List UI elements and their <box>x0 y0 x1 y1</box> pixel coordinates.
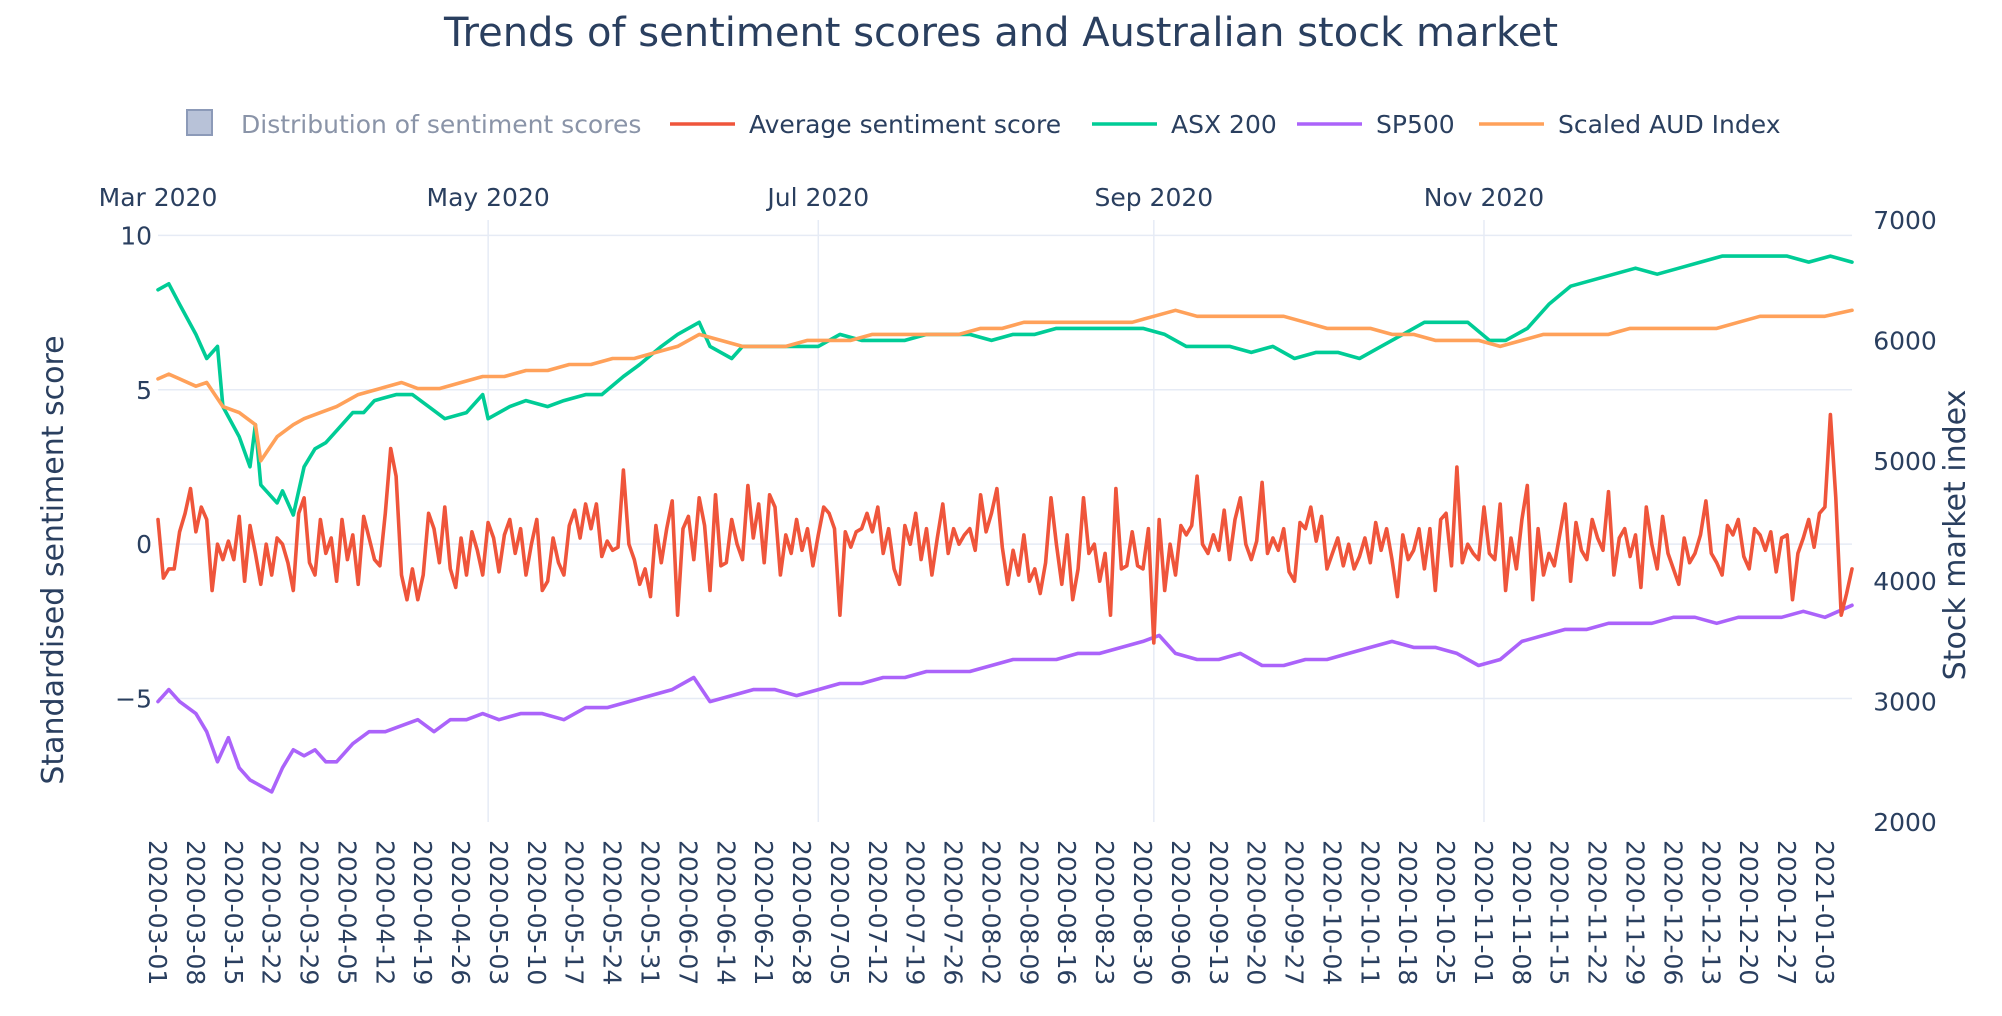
legend-item-distribution[interactable]: Distribution of sentiment scores <box>186 109 641 139</box>
legend-label-asx200: ASX 200 <box>1171 110 1277 139</box>
x-bottom-tick-label: 2021-01-03 <box>1810 840 1839 985</box>
x-top-tick-label: Mar 2020 <box>99 183 218 212</box>
legend-item-asx200[interactable]: ASX 200 <box>1092 110 1277 139</box>
series-line-sp500 <box>156 603 1854 794</box>
x-bottom-tick-label: 2020-08-23 <box>1090 840 1119 985</box>
y-left-axis-title: Standardised sentiment score <box>36 335 71 784</box>
y-right-tick-label: 7000 <box>1873 206 1937 235</box>
axes: 10 5 0 −5 7000 6000 5000 4000 3000 2000 Mar 2020 Ma… <box>99 183 1937 985</box>
x-bottom-tick-label: 2020-04-05 <box>332 840 361 985</box>
series-line-average-sentiment-score <box>156 412 1854 645</box>
x-bottom-tick-label: 2020-08-02 <box>976 840 1005 985</box>
series-line-asx-200 <box>156 254 1854 517</box>
x-bottom-tick-label: 2020-03-15 <box>219 840 248 985</box>
legend-item-scaled-aud[interactable]: Scaled AUD Index <box>1479 110 1781 139</box>
x-bottom-tick-label: 2020-07-12 <box>863 840 892 985</box>
legend-label-distribution: Distribution of sentiment scores <box>241 110 641 139</box>
legend-item-sp500[interactable]: SP500 <box>1297 110 1455 139</box>
y-left-tick-label: −5 <box>115 685 152 714</box>
x-bottom-tick-label: 2020-10-04 <box>1317 840 1346 985</box>
x-bottom-tick-label: 2020-03-29 <box>295 840 324 985</box>
legend-item-average-sentiment[interactable]: Average sentiment score <box>670 110 1061 139</box>
x-bottom-tick-label: 2020-09-27 <box>1280 840 1309 985</box>
y-right-tick-label: 3000 <box>1873 688 1937 717</box>
x-bottom-tick-label: 2020-12-13 <box>1696 840 1725 985</box>
x-bottom-tick-label: 2020-11-29 <box>1621 840 1650 985</box>
x-bottom-tick-label: 2020-03-01 <box>143 840 172 985</box>
x-bottom-tick-label: 2020-11-01 <box>1469 840 1498 985</box>
x-bottom-tick-label: 2020-10-18 <box>1393 840 1422 985</box>
x-bottom-tick-label: 2020-07-05 <box>825 840 854 985</box>
x-bottom-tick-label: 2020-05-03 <box>484 840 513 985</box>
x-top-tick-label: May 2020 <box>427 183 550 212</box>
x-top-tick-label: Sep 2020 <box>1094 183 1213 212</box>
x-bottom-tick-label: 2020-10-25 <box>1431 840 1460 985</box>
x-bottom-tick-label: 2020-11-15 <box>1545 840 1574 985</box>
x-bottom-tick-label: 2020-04-26 <box>446 840 475 985</box>
x-bottom-tick-label: 2020-12-27 <box>1772 840 1801 985</box>
legend-swatch-distribution <box>186 109 213 136</box>
y-right-axis-title: Stock market index <box>1938 390 1973 681</box>
legend: Distribution of sentiment scores Average… <box>186 109 1781 139</box>
x-bottom-tick-label: 2020-07-19 <box>901 840 930 985</box>
x-bottom-tick-label: 2020-03-08 <box>181 840 210 985</box>
x-bottom-tick-label: 2020-06-21 <box>749 840 778 985</box>
x-bottom-tick-label: 2020-05-17 <box>560 840 589 985</box>
y-right-tick-label: 6000 <box>1873 326 1937 355</box>
chart-title: Trends of sentiment scores and Australia… <box>443 10 1558 56</box>
x-bottom-tick-label: 2020-11-22 <box>1583 840 1612 985</box>
y-left-tick-label: 10 <box>120 221 152 250</box>
x-bottom-tick-label: 2020-05-24 <box>598 840 627 985</box>
legend-label-sp500: SP500 <box>1376 110 1455 139</box>
x-bottom-tick-label: 2020-06-07 <box>673 840 702 985</box>
x-bottom-tick-label: 2020-03-22 <box>257 840 286 985</box>
x-bottom-tick-label: 2020-04-19 <box>408 840 437 985</box>
x-bottom-tick-label: 2020-08-16 <box>1052 840 1081 985</box>
legend-label-scaled-aud: Scaled AUD Index <box>1558 110 1781 139</box>
series-layer <box>156 254 1854 794</box>
x-bottom-tick-label: 2020-11-08 <box>1507 840 1536 985</box>
y-left-tick-label: 0 <box>136 530 152 559</box>
x-bottom-tick-label: 2020-12-20 <box>1734 840 1763 985</box>
x-bottom-tick-label: 2020-05-10 <box>522 840 551 985</box>
x-bottom-tick-label: 2020-12-06 <box>1658 840 1687 985</box>
x-bottom-tick-label: 2020-06-14 <box>711 840 740 985</box>
x-bottom-tick-label: 2020-07-26 <box>939 840 968 985</box>
x-bottom-tick-label: 2020-05-31 <box>636 840 665 985</box>
grid <box>158 220 1852 822</box>
x-bottom-tick-label: 2020-06-28 <box>787 840 816 985</box>
x-bottom-tick-label: 2020-08-30 <box>1128 840 1157 985</box>
x-top-tick-label: Jul 2020 <box>765 183 869 212</box>
legend-label-average-sentiment: Average sentiment score <box>749 110 1061 139</box>
x-top-tick-label: Nov 2020 <box>1424 183 1544 212</box>
x-bottom-tick-label: 2020-10-11 <box>1355 840 1384 985</box>
series-line-scaled-aud-index <box>156 308 1854 463</box>
x-bottom-tick-label: 2020-04-12 <box>370 840 399 985</box>
y-left-tick-label: 5 <box>136 376 152 405</box>
x-bottom-tick-label: 2020-09-20 <box>1242 840 1271 985</box>
y-right-tick-label: 5000 <box>1873 447 1937 476</box>
x-bottom-tick-label: 2020-09-06 <box>1166 840 1195 985</box>
y-right-tick-label: 4000 <box>1873 567 1937 596</box>
y-right-tick-label: 2000 <box>1873 808 1937 837</box>
x-bottom-tick-label: 2020-09-13 <box>1204 840 1233 985</box>
x-bottom-tick-label: 2020-08-09 <box>1014 840 1043 985</box>
